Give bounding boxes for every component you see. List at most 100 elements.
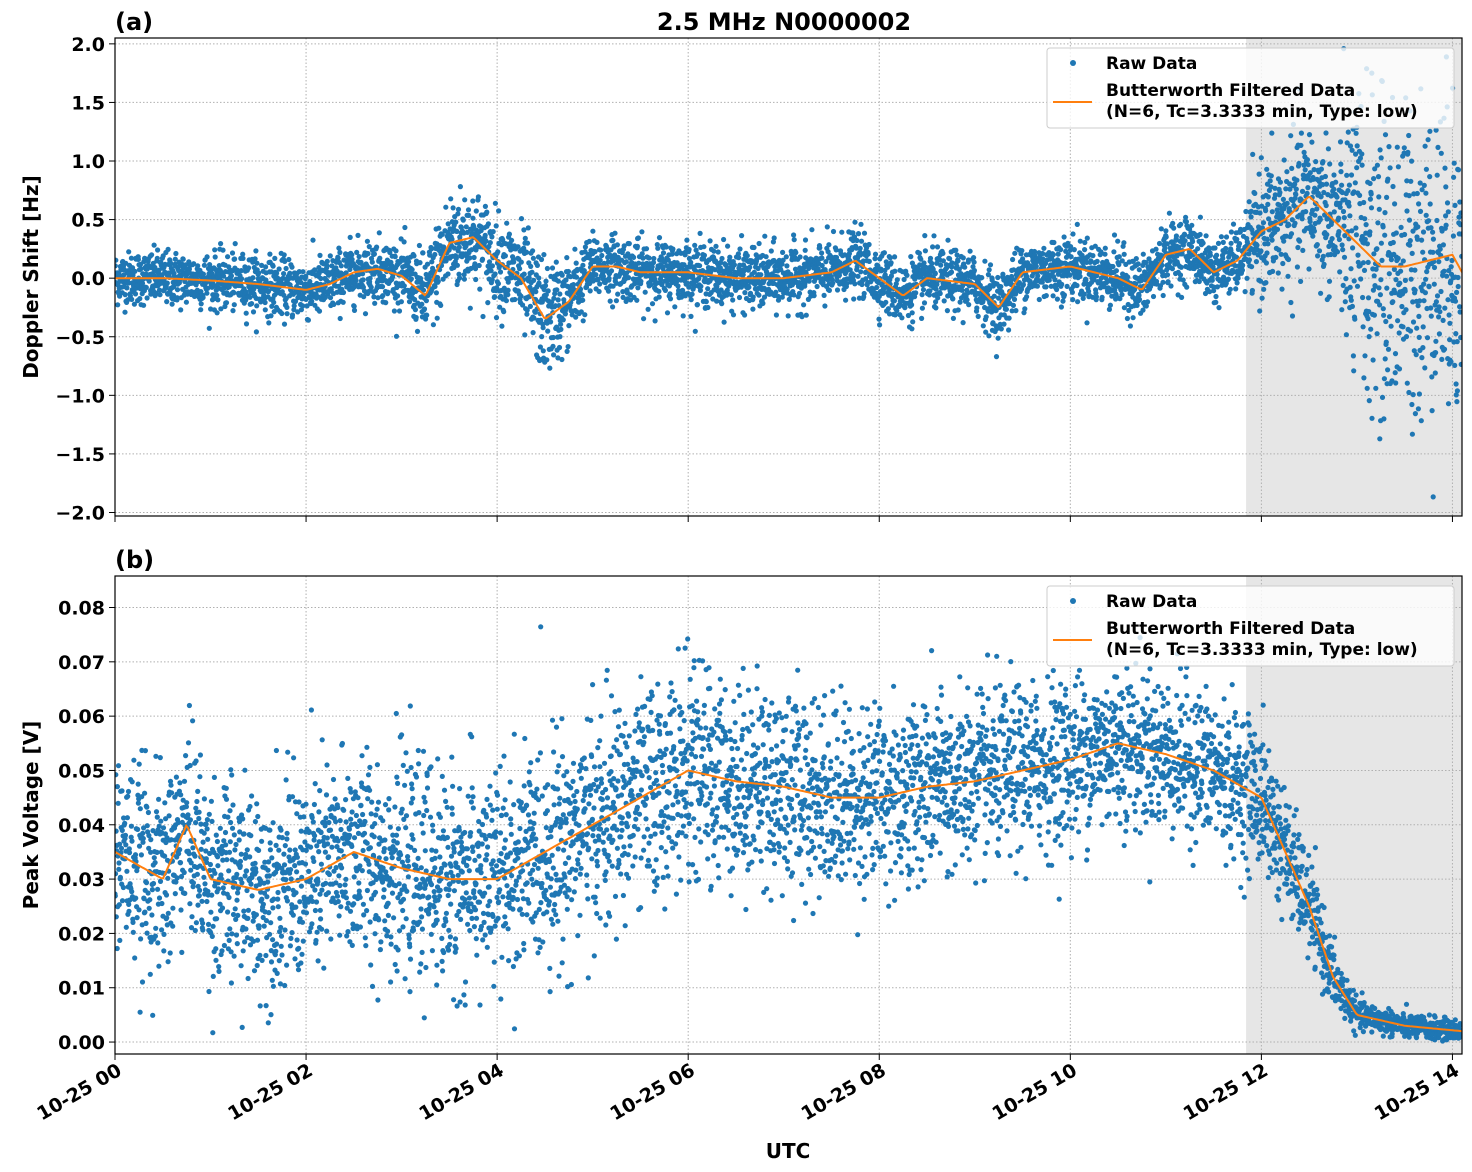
- raw-point: [1054, 296, 1060, 302]
- raw-point: [1367, 196, 1373, 202]
- raw-point: [1203, 233, 1209, 239]
- raw-point: [549, 265, 556, 271]
- y-tick-label: 0.5: [71, 210, 105, 232]
- raw-point: [746, 284, 752, 290]
- raw-point: [1426, 218, 1432, 224]
- raw-point: [934, 281, 940, 287]
- raw-point: [760, 300, 766, 306]
- raw-point: [721, 236, 727, 243]
- raw-point: [692, 328, 698, 334]
- raw-point: [1436, 331, 1442, 337]
- raw-point: [640, 255, 646, 261]
- raw-point: [1006, 327, 1012, 333]
- y-tick-label: 2.0: [71, 34, 105, 56]
- raw-point: [253, 248, 259, 254]
- raw-point: [557, 291, 563, 297]
- raw-point: [417, 260, 423, 266]
- raw-point: [964, 297, 970, 303]
- raw-point: [424, 312, 430, 318]
- raw-point: [664, 263, 670, 269]
- raw-point: [476, 262, 482, 269]
- raw-point: [1432, 370, 1438, 376]
- raw-point: [1323, 181, 1330, 187]
- raw-point: [461, 276, 467, 282]
- raw-point: [411, 253, 417, 259]
- raw-point: [1306, 132, 1313, 138]
- raw-point: [648, 282, 654, 288]
- raw-point: [1003, 306, 1010, 312]
- raw-point: [220, 247, 226, 253]
- raw-point: [680, 313, 686, 319]
- raw-point: [1436, 259, 1442, 265]
- raw-point: [259, 262, 265, 268]
- raw-point: [1410, 392, 1416, 398]
- raw-point: [1294, 177, 1300, 183]
- raw-point: [438, 302, 444, 308]
- raw-point: [819, 255, 825, 261]
- raw-point: [1384, 285, 1390, 291]
- raw-point: [1422, 143, 1428, 149]
- raw-point: [137, 296, 143, 302]
- raw-point: [1197, 214, 1203, 220]
- raw-point: [536, 280, 542, 286]
- raw-point: [221, 273, 227, 279]
- raw-point: [420, 250, 426, 256]
- raw-point: [861, 290, 867, 297]
- raw-point: [464, 229, 470, 235]
- raw-point: [1417, 208, 1424, 214]
- raw-point: [1074, 221, 1080, 227]
- raw-point: [231, 290, 237, 296]
- raw-point: [1020, 282, 1026, 288]
- raw-point: [1212, 245, 1218, 251]
- raw-point: [396, 308, 403, 314]
- raw-point: [566, 323, 572, 329]
- raw-point: [371, 294, 377, 300]
- raw-point: [129, 296, 135, 302]
- raw-point: [979, 275, 985, 281]
- raw-point: [1433, 350, 1439, 356]
- raw-point: [1304, 157, 1310, 163]
- raw-point: [1376, 285, 1382, 291]
- raw-point: [1068, 254, 1074, 260]
- raw-point: [291, 307, 297, 313]
- raw-point: [1257, 308, 1263, 314]
- raw-point: [899, 315, 905, 321]
- raw-point: [929, 260, 935, 267]
- raw-point: [626, 241, 632, 247]
- raw-point: [1434, 217, 1440, 224]
- raw-point: [659, 282, 665, 288]
- raw-point: [471, 254, 477, 261]
- raw-point: [1427, 174, 1433, 180]
- raw-point: [1365, 295, 1372, 301]
- raw-point: [1375, 220, 1381, 226]
- raw-point: [324, 263, 330, 269]
- raw-point: [401, 239, 407, 245]
- raw-point: [715, 249, 721, 255]
- raw-point: [204, 254, 210, 260]
- raw-point: [124, 285, 130, 291]
- raw-point: [1365, 259, 1371, 265]
- raw-point: [686, 284, 692, 290]
- raw-point: [1434, 293, 1441, 299]
- raw-point: [721, 319, 727, 325]
- raw-point: [229, 250, 236, 256]
- raw-point: [1337, 204, 1343, 210]
- raw-point: [157, 292, 163, 298]
- raw-point: [455, 206, 462, 212]
- raw-point: [489, 263, 495, 269]
- raw-point: [768, 248, 774, 254]
- raw-point: [1393, 230, 1399, 236]
- raw-point: [139, 280, 146, 286]
- raw-point: [758, 272, 764, 278]
- raw-point: [300, 303, 306, 309]
- raw-point: [1163, 234, 1169, 240]
- raw-point: [1420, 229, 1427, 235]
- raw-point: [1035, 273, 1041, 279]
- raw-point: [962, 264, 968, 270]
- raw-point: [374, 244, 380, 250]
- raw-point: [610, 237, 616, 243]
- raw-point: [1261, 286, 1267, 292]
- raw-point: [1001, 321, 1007, 327]
- raw-point: [214, 310, 220, 316]
- raw-point: [1024, 294, 1030, 300]
